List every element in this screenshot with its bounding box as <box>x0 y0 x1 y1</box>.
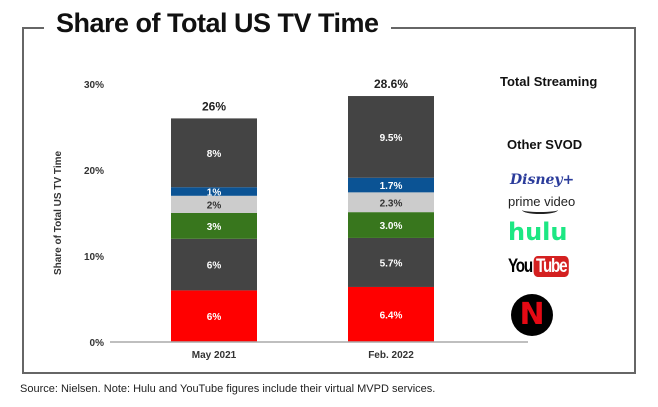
data-label: 6% <box>207 261 222 272</box>
youtube-you: You <box>508 256 533 277</box>
bar-segment-youtube <box>171 238 257 291</box>
bar-segment-other-svod <box>348 96 434 178</box>
bar-segment-disney- <box>348 177 434 193</box>
x-tick-label: May 2021 <box>192 350 237 361</box>
total-label: 26% <box>202 99 226 113</box>
hulu-logo: hulu <box>508 218 568 246</box>
total-label: 28.6% <box>374 77 408 91</box>
data-label: 6% <box>207 312 222 323</box>
legend-total-streaming: Total Streaming <box>500 74 598 89</box>
bar-segment-hulu <box>348 212 434 238</box>
y-tick-label: 20% <box>84 166 104 177</box>
chart-title: Share of Total US TV Time <box>44 8 391 39</box>
prime-video-logo: prime video <box>508 194 575 214</box>
data-label: 3.0% <box>380 221 403 232</box>
bar-segment-prime-video <box>171 195 257 213</box>
data-label: 2.3% <box>380 198 403 209</box>
bar-segment-disney- <box>171 187 257 196</box>
prime-video-text: prime video <box>508 194 576 209</box>
bar-segment-youtube <box>348 237 434 287</box>
data-label: 5.7% <box>380 258 403 269</box>
netflix-logo: N <box>511 294 553 336</box>
y-tick-label: 30% <box>84 80 104 91</box>
bar-segment-hulu <box>171 213 257 239</box>
data-label: 9.5% <box>380 133 403 144</box>
x-tick-label: Feb. 2022 <box>368 350 414 361</box>
data-label: 3% <box>207 222 222 233</box>
bar-segment-prime-video <box>348 192 434 213</box>
data-label: 1.7% <box>380 181 403 192</box>
data-label: 8% <box>207 149 222 160</box>
bar-segment-other-svod <box>171 118 257 188</box>
youtube-logo: You Tube <box>508 256 569 278</box>
youtube-tube: Tube <box>533 256 569 277</box>
data-label: 2% <box>207 200 222 211</box>
source-note: Source: Nielsen. Note: Hulu and YouTube … <box>20 383 436 395</box>
data-label: 1% <box>207 188 222 199</box>
disney-plus-logo: Disney+ <box>510 172 575 188</box>
y-tick-label: 0% <box>90 338 105 349</box>
y-axis-label: Share of Total US TV Time <box>53 151 64 276</box>
y-tick-label: 10% <box>84 252 104 263</box>
data-label: 6.4% <box>380 310 403 321</box>
bar-segment-netflix <box>348 286 434 342</box>
bar-segment-netflix <box>171 290 257 342</box>
legend-other-svod: Other SVOD <box>507 137 583 152</box>
